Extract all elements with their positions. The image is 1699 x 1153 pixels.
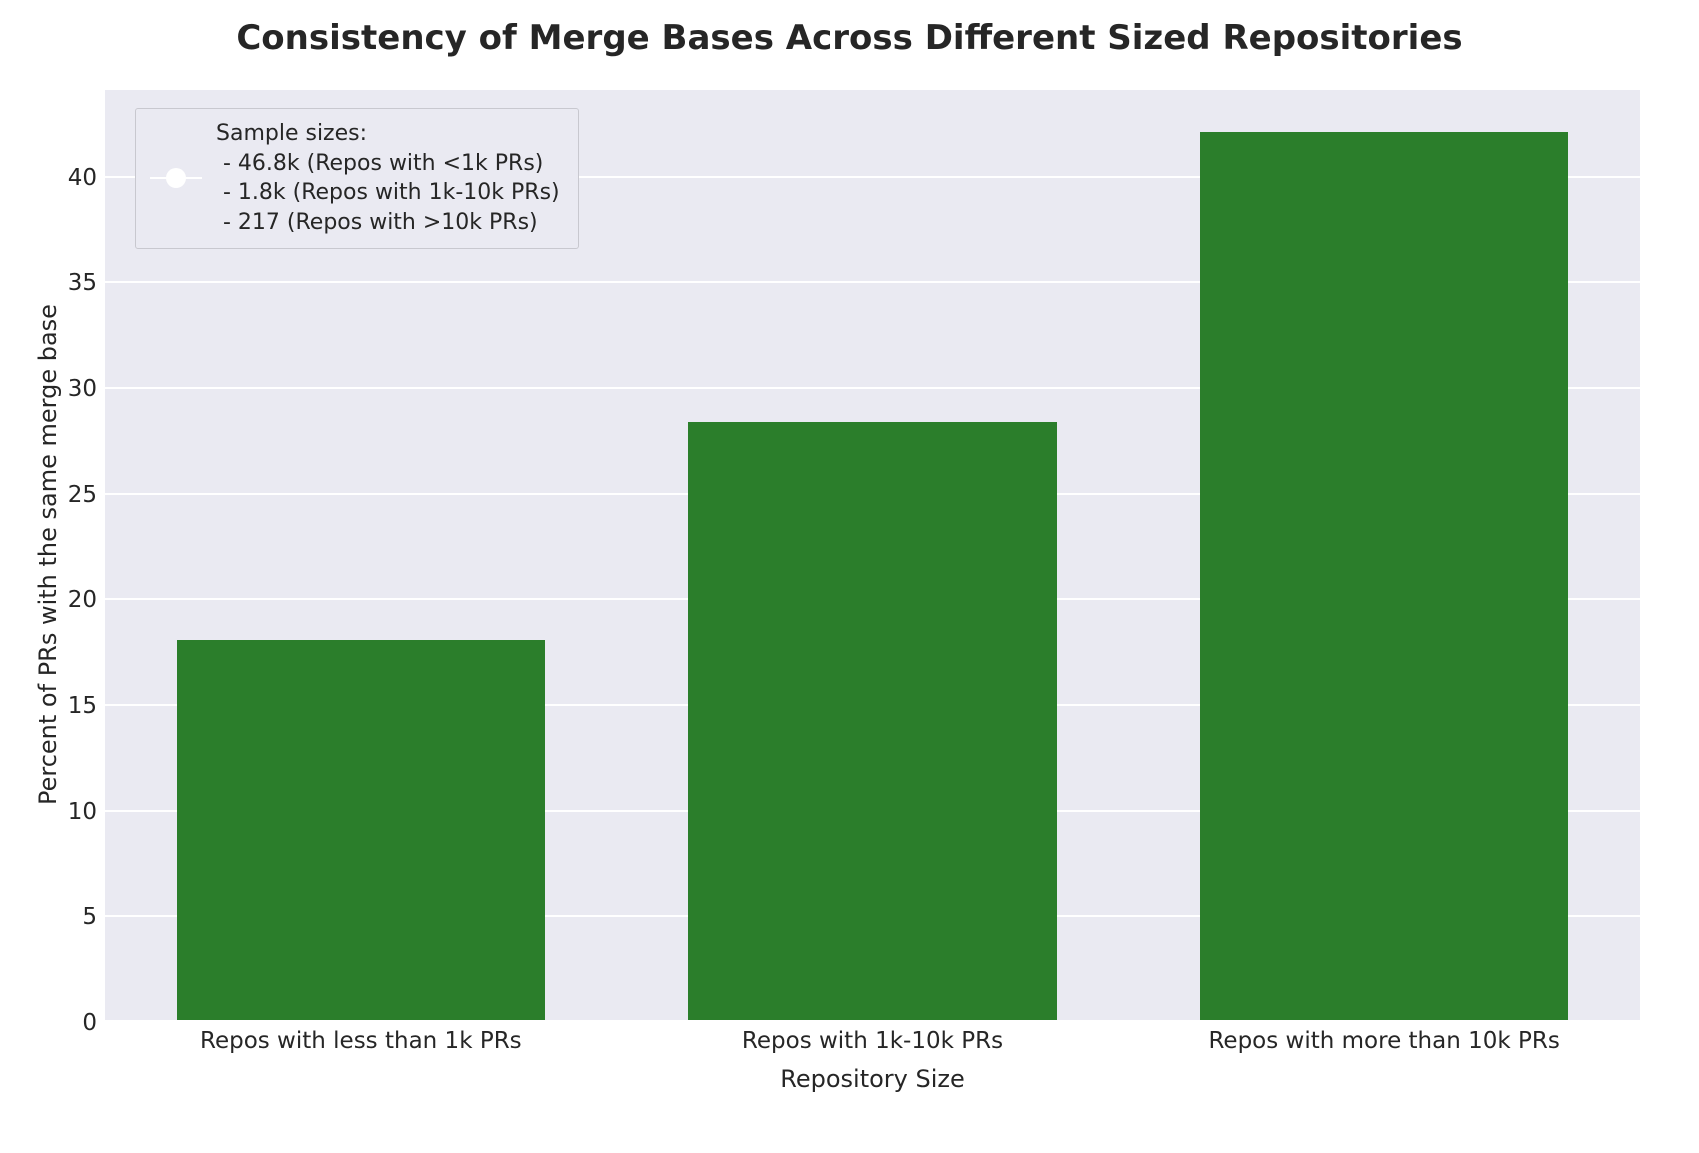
x-tick-label: Repos with more than 10k PRs [1208,1028,1559,1054]
x-axis-label: Repository Size [105,1065,1640,1093]
bar [177,640,545,1020]
legend: Sample sizes: - 46.8k (Repos with <1k PR… [135,108,579,249]
x-tick-label: Repos with 1k-10k PRs [742,1028,1003,1054]
y-tick-label: 20 [68,587,97,613]
plot-area: Sample sizes: - 46.8k (Repos with <1k PR… [105,90,1640,1020]
y-tick-label: 10 [68,799,97,825]
y-tick-label: 35 [68,270,97,296]
bar [1200,132,1568,1020]
y-tick-label: 15 [68,693,97,719]
bar [688,422,1056,1020]
legend-text: Sample sizes: - 46.8k (Repos with <1k PR… [216,119,560,238]
y-tick-label: 0 [82,1010,97,1036]
legend-marker-icon [150,177,202,179]
chart-title: Consistency of Merge Bases Across Differ… [0,18,1699,58]
gridline [105,1021,1640,1023]
x-tick-label: Repos with less than 1k PRs [200,1028,522,1054]
y-axis-label: Percent of PRs with the same merge base [34,304,62,805]
y-tick-label: 5 [82,904,97,930]
figure: Consistency of Merge Bases Across Differ… [0,0,1699,1153]
y-tick-label: 25 [68,482,97,508]
y-tick-label: 40 [68,165,97,191]
y-tick-label: 30 [68,376,97,402]
